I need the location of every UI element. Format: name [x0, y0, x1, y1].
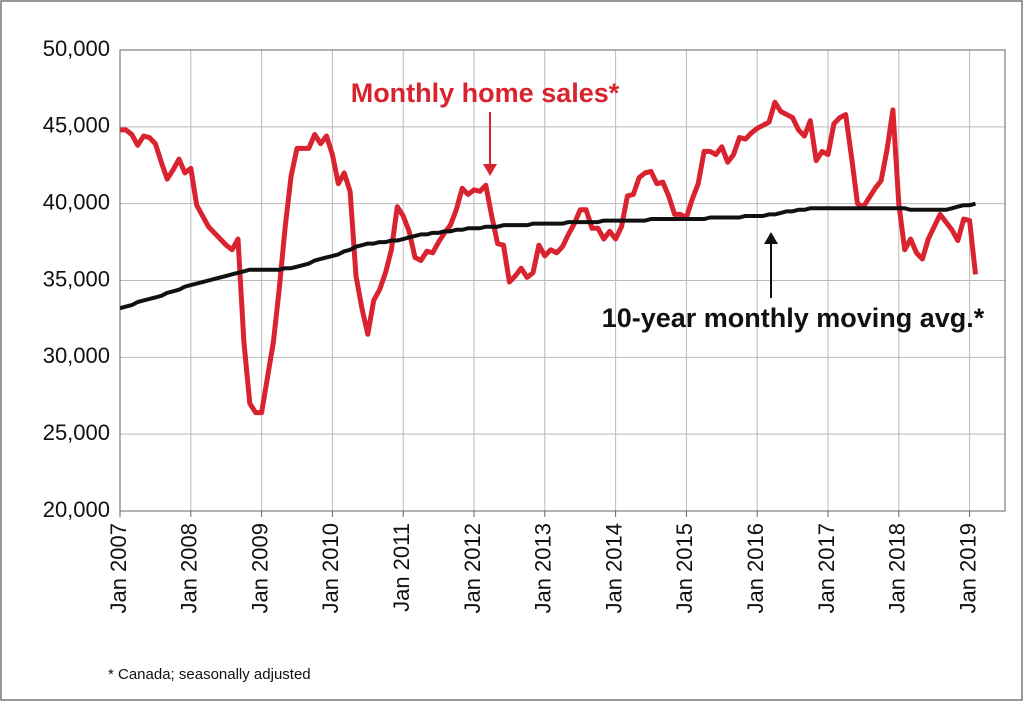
- x-tick-label: Jan 2013: [531, 523, 556, 614]
- lines: [119, 99, 978, 416]
- x-tick-label: Jan 2008: [177, 523, 202, 614]
- y-tick-label: 20,000: [43, 497, 110, 522]
- series-line: [120, 99, 978, 416]
- x-tick-label: Jan 2011: [389, 523, 414, 612]
- series-line: [119, 201, 977, 311]
- arrowhead-avg: [764, 232, 778, 244]
- x-tick-label: Jan 2010: [318, 523, 343, 614]
- x-tick-label: Jan 2012: [460, 523, 485, 614]
- y-tick-label: 45,000: [43, 113, 110, 138]
- y-tick-label: 25,000: [43, 420, 110, 445]
- x-tick-label: Jan 2007: [106, 523, 131, 614]
- x-tick-label: Jan 2018: [885, 523, 910, 614]
- footnote: * Canada; seasonally adjusted: [108, 666, 311, 683]
- y-tick-label: 40,000: [43, 189, 110, 214]
- y-tick-label: 35,000: [43, 266, 110, 291]
- y-tick-label: 50,000: [43, 36, 110, 61]
- x-tick-label: Jan 2014: [601, 523, 626, 614]
- x-tick-label: Jan 2019: [955, 523, 980, 614]
- x-tick-label: Jan 2009: [247, 523, 272, 614]
- annotation-sales: Monthly home sales*: [351, 78, 620, 108]
- annotation-avg: 10-year monthly moving avg.*: [602, 303, 985, 333]
- x-tick-label: Jan 2016: [743, 523, 768, 614]
- arrowhead-sales: [483, 164, 497, 176]
- plot-border: [119, 49, 1006, 512]
- x-tick-label: Jan 2017: [814, 523, 839, 614]
- y-tick-label: 30,000: [43, 343, 110, 368]
- x-tick-label: Jan 2015: [672, 523, 697, 614]
